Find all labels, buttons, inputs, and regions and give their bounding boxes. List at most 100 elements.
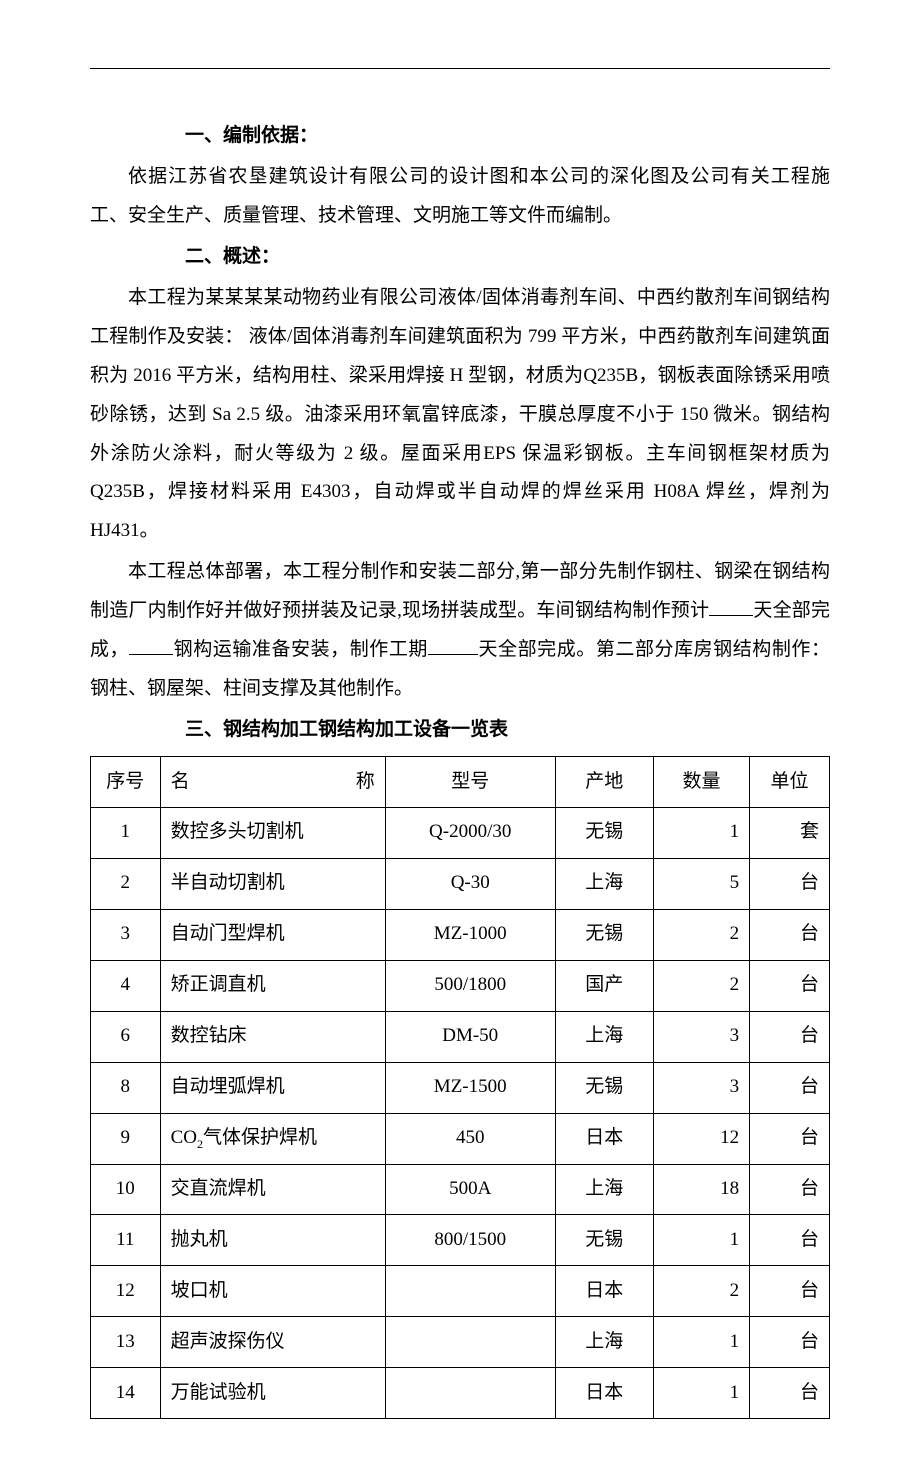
cell-origin: 日本 bbox=[555, 1266, 653, 1317]
cell-model: 500A bbox=[385, 1164, 555, 1215]
cell-unit: 台 bbox=[750, 1011, 830, 1062]
cell-unit: 台 bbox=[750, 960, 830, 1011]
col-header-model: 型号 bbox=[385, 757, 555, 808]
cell-model bbox=[385, 1317, 555, 1368]
cell-name: 自动门型焊机 bbox=[160, 909, 385, 960]
document-content: 一、编制依据： 依据江苏省农垦建筑设计有限公司的设计图和本公司的深化图及公司有关… bbox=[90, 117, 830, 1419]
blank-field-1 bbox=[709, 597, 753, 616]
cell-name: 万能试验机 bbox=[160, 1368, 385, 1419]
equipment-table: 序号 名 称 型号 产地 数量 单位 1数控多头切割机Q-2000/30无锡1套… bbox=[90, 756, 830, 1419]
table-row: 1数控多头切割机Q-2000/30无锡1套 bbox=[91, 807, 830, 858]
table-row: 6数控钻床DM-50上海3台 bbox=[91, 1011, 830, 1062]
cell-model: 800/1500 bbox=[385, 1215, 555, 1266]
cell-qty: 2 bbox=[653, 960, 749, 1011]
col-header-seq: 序号 bbox=[91, 757, 161, 808]
cell-model bbox=[385, 1266, 555, 1317]
heading-2: 二、概述： bbox=[90, 238, 830, 277]
col-header-qty: 数量 bbox=[653, 757, 749, 808]
cell-unit: 台 bbox=[750, 1113, 830, 1164]
cell-unit: 台 bbox=[750, 1368, 830, 1419]
cell-name: 抛丸机 bbox=[160, 1215, 385, 1266]
cell-seq: 10 bbox=[91, 1164, 161, 1215]
blank-field-3 bbox=[428, 636, 478, 655]
cell-qty: 5 bbox=[653, 858, 749, 909]
cell-seq: 6 bbox=[91, 1011, 161, 1062]
cell-model: MZ-1000 bbox=[385, 909, 555, 960]
heading-1: 一、编制依据： bbox=[90, 117, 830, 156]
table-row: 11抛丸机800/1500无锡1台 bbox=[91, 1215, 830, 1266]
col-header-origin: 产地 bbox=[555, 757, 653, 808]
cell-origin: 上海 bbox=[555, 1164, 653, 1215]
top-horizontal-rule bbox=[90, 68, 830, 69]
cell-name: 超声波探伤仪 bbox=[160, 1317, 385, 1368]
table-header-row: 序号 名 称 型号 产地 数量 单位 bbox=[91, 757, 830, 808]
cell-seq: 2 bbox=[91, 858, 161, 909]
table-row: 8自动埋弧焊机MZ-1500无锡3台 bbox=[91, 1062, 830, 1113]
cell-unit: 套 bbox=[750, 807, 830, 858]
cell-model: 450 bbox=[385, 1113, 555, 1164]
cell-seq: 14 bbox=[91, 1368, 161, 1419]
cell-name: 交直流焊机 bbox=[160, 1164, 385, 1215]
heading-3: 三、钢结构加工钢结构加工设备一览表 bbox=[90, 711, 830, 750]
cell-model: MZ-1500 bbox=[385, 1062, 555, 1113]
cell-origin: 无锡 bbox=[555, 909, 653, 960]
cell-name: 矫正调直机 bbox=[160, 960, 385, 1011]
cell-qty: 3 bbox=[653, 1011, 749, 1062]
cell-origin: 无锡 bbox=[555, 1062, 653, 1113]
cell-origin: 日本 bbox=[555, 1368, 653, 1419]
table-row: 2半自动切割机Q-30上海5台 bbox=[91, 858, 830, 909]
cell-model: Q-30 bbox=[385, 858, 555, 909]
cell-name: 数控多头切割机 bbox=[160, 807, 385, 858]
section-1-paragraph-1: 依据江苏省农垦建筑设计有限公司的设计图和本公司的深化图及公司有关工程施工、安全生… bbox=[90, 158, 830, 236]
section-2-paragraph-2: 本工程总体部署，本工程分制作和安装二部分,第一部分先制作钢柱、钢梁在钢结构制造厂… bbox=[90, 553, 830, 709]
cell-unit: 台 bbox=[750, 1062, 830, 1113]
cell-seq: 12 bbox=[91, 1266, 161, 1317]
cell-unit: 台 bbox=[750, 858, 830, 909]
cell-seq: 9 bbox=[91, 1113, 161, 1164]
p2-text-c: 钢构运输准备安装，制作工期 bbox=[173, 639, 428, 660]
table-body: 1数控多头切割机Q-2000/30无锡1套2半自动切割机Q-30上海5台3自动门… bbox=[91, 807, 830, 1418]
cell-seq: 3 bbox=[91, 909, 161, 960]
cell-qty: 1 bbox=[653, 1215, 749, 1266]
cell-qty: 3 bbox=[653, 1062, 749, 1113]
cell-seq: 13 bbox=[91, 1317, 161, 1368]
cell-qty: 18 bbox=[653, 1164, 749, 1215]
cell-name: CO2气体保护焊机 bbox=[160, 1113, 385, 1164]
cell-origin: 上海 bbox=[555, 858, 653, 909]
cell-model: Q-2000/30 bbox=[385, 807, 555, 858]
cell-name: 数控钻床 bbox=[160, 1011, 385, 1062]
cell-unit: 台 bbox=[750, 1266, 830, 1317]
col-header-unit: 单位 bbox=[750, 757, 830, 808]
cell-name: 半自动切割机 bbox=[160, 858, 385, 909]
cell-name: 坡口机 bbox=[160, 1266, 385, 1317]
cell-model bbox=[385, 1368, 555, 1419]
col-header-name: 名 称 bbox=[160, 757, 385, 808]
cell-qty: 1 bbox=[653, 1317, 749, 1368]
table-row: 13超声波探伤仪 上海1台 bbox=[91, 1317, 830, 1368]
cell-qty: 2 bbox=[653, 1266, 749, 1317]
cell-seq: 8 bbox=[91, 1062, 161, 1113]
cell-unit: 台 bbox=[750, 909, 830, 960]
cell-origin: 上海 bbox=[555, 1011, 653, 1062]
cell-origin: 日本 bbox=[555, 1113, 653, 1164]
cell-model: DM-50 bbox=[385, 1011, 555, 1062]
table-row: 3自动门型焊机MZ-1000无锡2台 bbox=[91, 909, 830, 960]
cell-model: 500/1800 bbox=[385, 960, 555, 1011]
cell-origin: 无锡 bbox=[555, 1215, 653, 1266]
table-row: 12坡口机 日本2台 bbox=[91, 1266, 830, 1317]
cell-unit: 台 bbox=[750, 1164, 830, 1215]
section-2-paragraph-1: 本工程为某某某某动物药业有限公司液体/固体消毒剂车间、中西约散剂车间钢结构工程制… bbox=[90, 279, 830, 552]
table-row: 10交直流焊机500A上海18台 bbox=[91, 1164, 830, 1215]
cell-name: 自动埋弧焊机 bbox=[160, 1062, 385, 1113]
cell-origin: 上海 bbox=[555, 1317, 653, 1368]
cell-seq: 1 bbox=[91, 807, 161, 858]
cell-unit: 台 bbox=[750, 1317, 830, 1368]
blank-field-2 bbox=[129, 636, 173, 655]
cell-qty: 12 bbox=[653, 1113, 749, 1164]
table-row: 14万能试验机 日本1台 bbox=[91, 1368, 830, 1419]
cell-seq: 4 bbox=[91, 960, 161, 1011]
cell-qty: 2 bbox=[653, 909, 749, 960]
cell-qty: 1 bbox=[653, 1368, 749, 1419]
table-row: 9CO2气体保护焊机450日本12台 bbox=[91, 1113, 830, 1164]
cell-seq: 11 bbox=[91, 1215, 161, 1266]
